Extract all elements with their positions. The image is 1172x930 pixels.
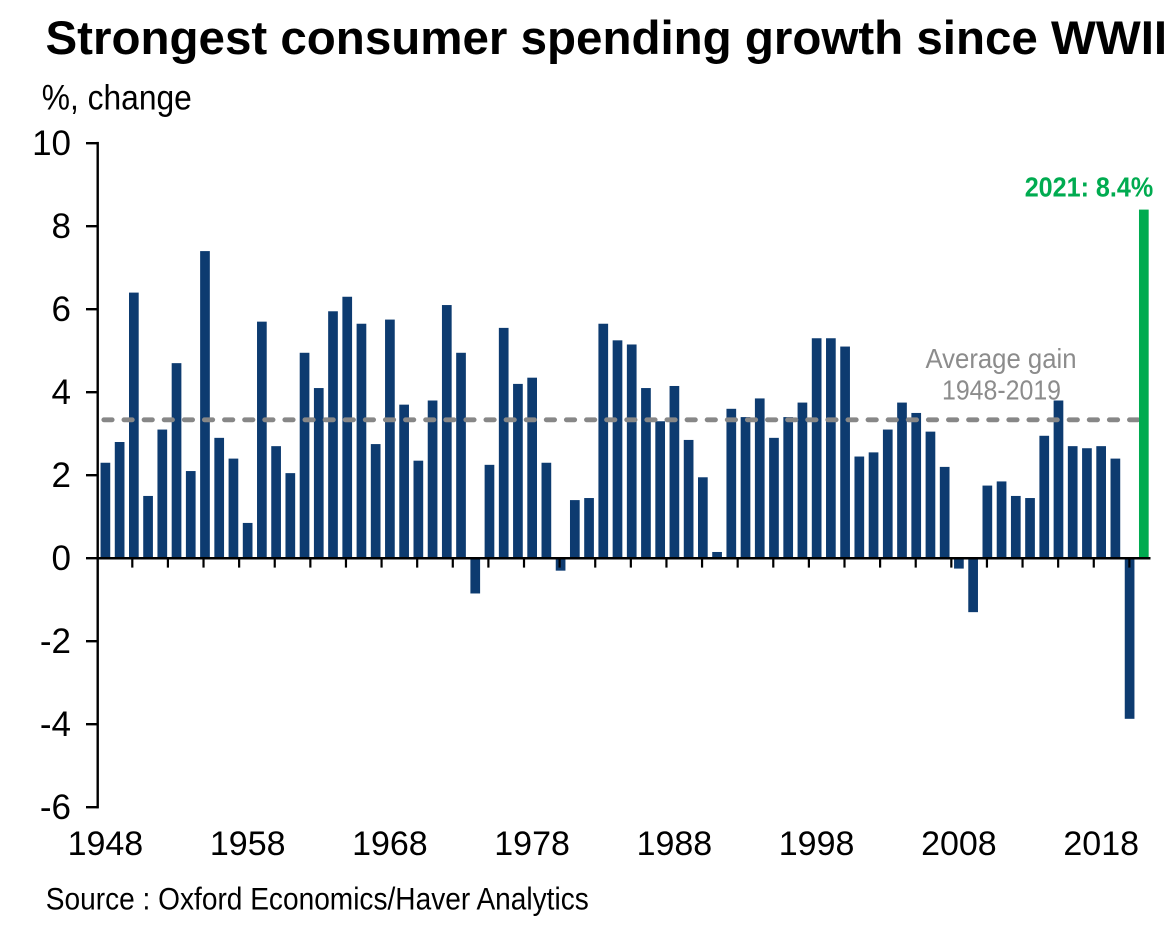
svg-text:1958: 1958: [210, 825, 286, 863]
svg-text:1988: 1988: [637, 825, 713, 863]
svg-text:2021: 8.4%: 2021: 8.4%: [1025, 171, 1154, 202]
svg-text:4: 4: [52, 373, 71, 412]
svg-text:2: 2: [52, 456, 71, 495]
svg-text:-4: -4: [40, 705, 71, 744]
svg-text:2018: 2018: [1063, 825, 1139, 863]
svg-text:6: 6: [52, 290, 71, 329]
svg-text:Strongest consumer spending gr: Strongest consumer spending growth since…: [46, 12, 1168, 65]
svg-text:-6: -6: [40, 788, 71, 827]
svg-text:1998: 1998: [779, 825, 855, 863]
svg-text:1948: 1948: [68, 825, 144, 863]
svg-text:Average gain: Average gain: [926, 343, 1077, 374]
svg-text:1968: 1968: [352, 825, 428, 863]
svg-text:10: 10: [32, 124, 71, 163]
svg-text:%, change: %, change: [42, 79, 192, 118]
svg-text:8: 8: [52, 207, 71, 246]
svg-text:Source : Oxford Economics/Have: Source : Oxford Economics/Haver Analytic…: [46, 881, 589, 917]
svg-text:2008: 2008: [921, 825, 997, 863]
svg-text:1948-2019: 1948-2019: [942, 374, 1061, 405]
svg-text:0: 0: [52, 539, 71, 578]
svg-text:1978: 1978: [494, 825, 570, 863]
svg-text:-2: -2: [40, 622, 71, 661]
